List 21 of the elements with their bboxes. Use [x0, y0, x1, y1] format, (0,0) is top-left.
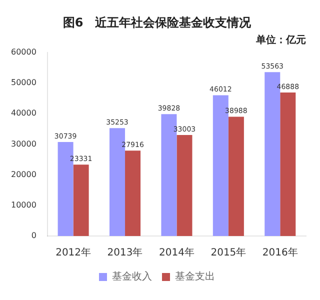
y-tick-label: 30000 [10, 139, 36, 148]
x-tick-label: 2013年 [107, 246, 143, 259]
x-tick-label: 2014年 [159, 246, 194, 259]
bar [73, 164, 89, 236]
y-tick-label: 50000 [10, 78, 36, 88]
y-tick-label: 20000 [10, 170, 36, 179]
x-tick-label: 2016年 [262, 246, 298, 259]
y-tick-label: 10000 [10, 200, 36, 210]
chart-subtitle: 单位：亿元 [255, 34, 306, 46]
bar [176, 135, 192, 236]
legend-label: 基金收入 [112, 270, 152, 283]
y-tick-label: 0 [31, 231, 36, 240]
x-tick-label: 2012年 [56, 246, 92, 259]
x-tick-label: 2015年 [210, 246, 246, 259]
legend-label: 基金支出 [175, 270, 215, 283]
bar [280, 92, 296, 236]
y-tick-label: 40000 [10, 108, 36, 118]
y-tick-label: 60000 [10, 47, 36, 56]
bar [125, 150, 141, 236]
bar [228, 116, 244, 236]
chart-title: 图6 近五年社会保险基金收支情况 [62, 15, 252, 30]
